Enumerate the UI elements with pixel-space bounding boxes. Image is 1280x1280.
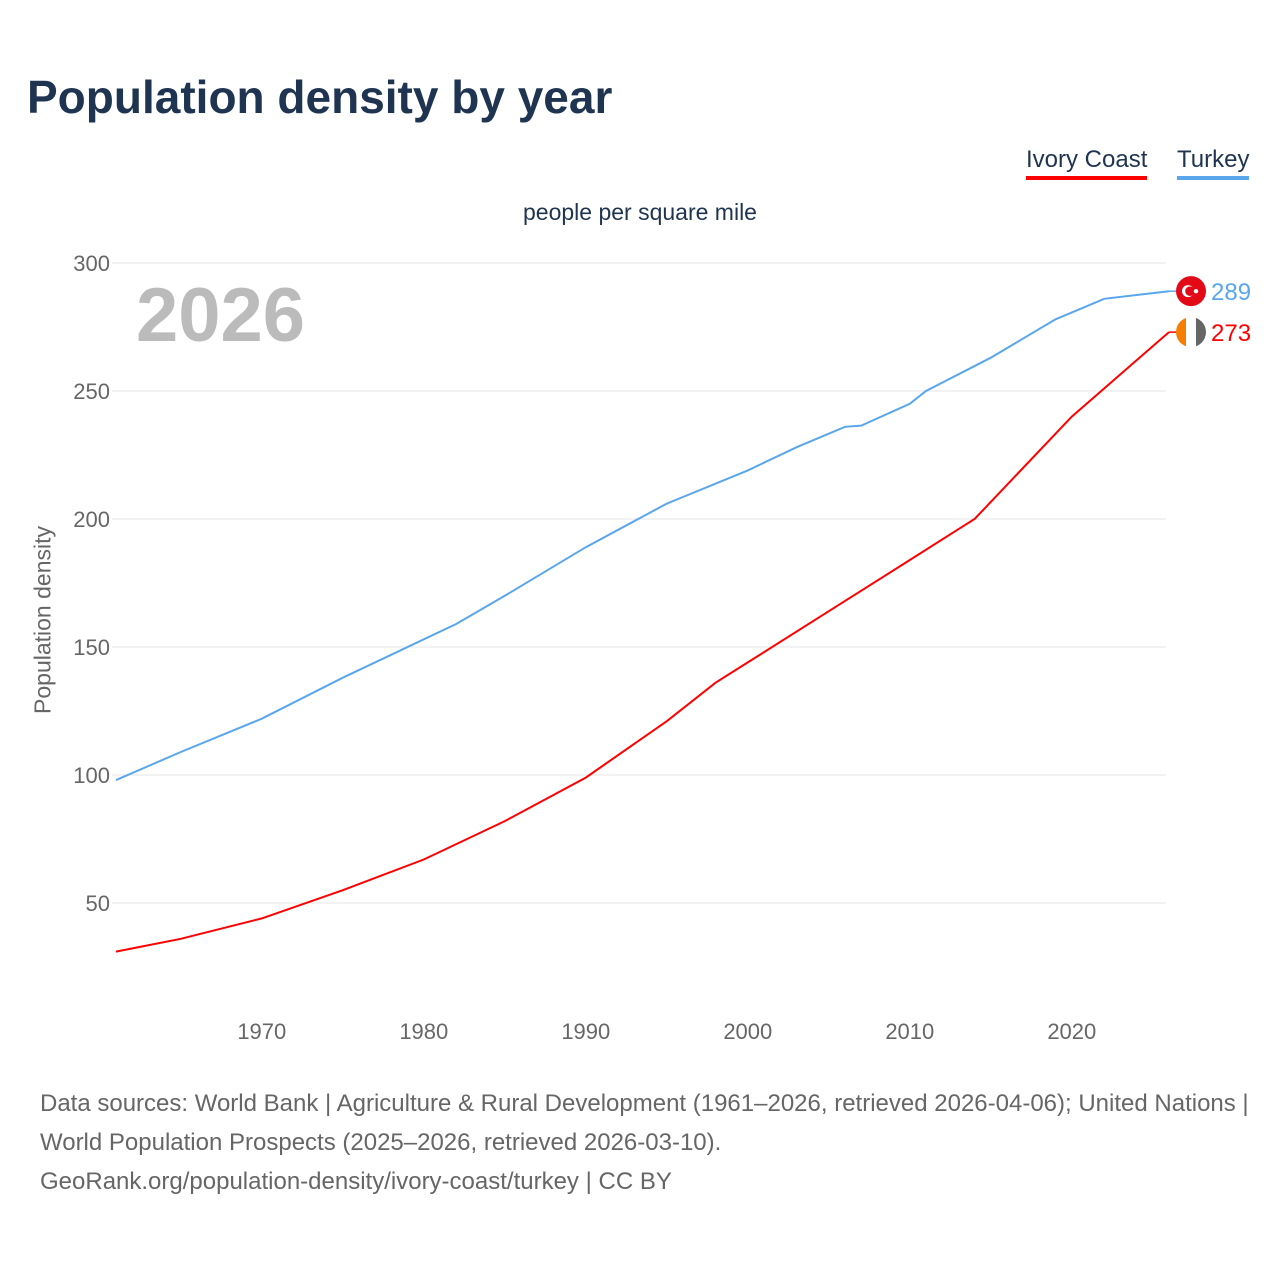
turkey-flag-crescent-inner <box>1185 286 1195 296</box>
x-tick-label: 2000 <box>723 1019 772 1044</box>
chart-subtitle: people per square mile <box>523 199 757 225</box>
y-tick-label: 200 <box>73 507 110 532</box>
series-line-ivory-coast <box>115 331 1170 953</box>
x-tick-label: 2020 <box>1047 1019 1096 1044</box>
y-tick-label: 300 <box>73 251 110 276</box>
data-sources: Data sources: World Bank | Agriculture &… <box>40 1084 1250 1201</box>
series-line-turkey <box>115 290 1170 782</box>
current-year-label: 2026 <box>136 273 306 358</box>
source-line: Data sources: World Bank | Agriculture &… <box>40 1090 1249 1156</box>
ivory-coast-flag-icon <box>1176 317 1206 348</box>
y-tick-label: 150 <box>73 635 110 660</box>
x-tick-label: 1970 <box>237 1019 286 1044</box>
turkey-flag-star <box>1193 288 1199 294</box>
x-tick-label: 2010 <box>885 1019 934 1044</box>
legend-turkey[interactable]: Turkey <box>1177 146 1250 180</box>
end-value-label: 273 <box>1211 320 1251 347</box>
y-tick-label: 250 <box>73 379 110 404</box>
x-tick-label: 1980 <box>399 1019 448 1044</box>
x-tick-label: 1990 <box>561 1019 610 1044</box>
end-value-label: 289 <box>1211 279 1251 306</box>
chart-title: Population density by year <box>27 71 613 123</box>
legend-ivory-coast[interactable]: Ivory Coast <box>1026 146 1148 180</box>
y-tick-label: 50 <box>86 891 110 916</box>
y-tick-label: 100 <box>73 763 110 788</box>
source-line: GeoRank.org/population-density/ivory-coa… <box>40 1168 672 1195</box>
